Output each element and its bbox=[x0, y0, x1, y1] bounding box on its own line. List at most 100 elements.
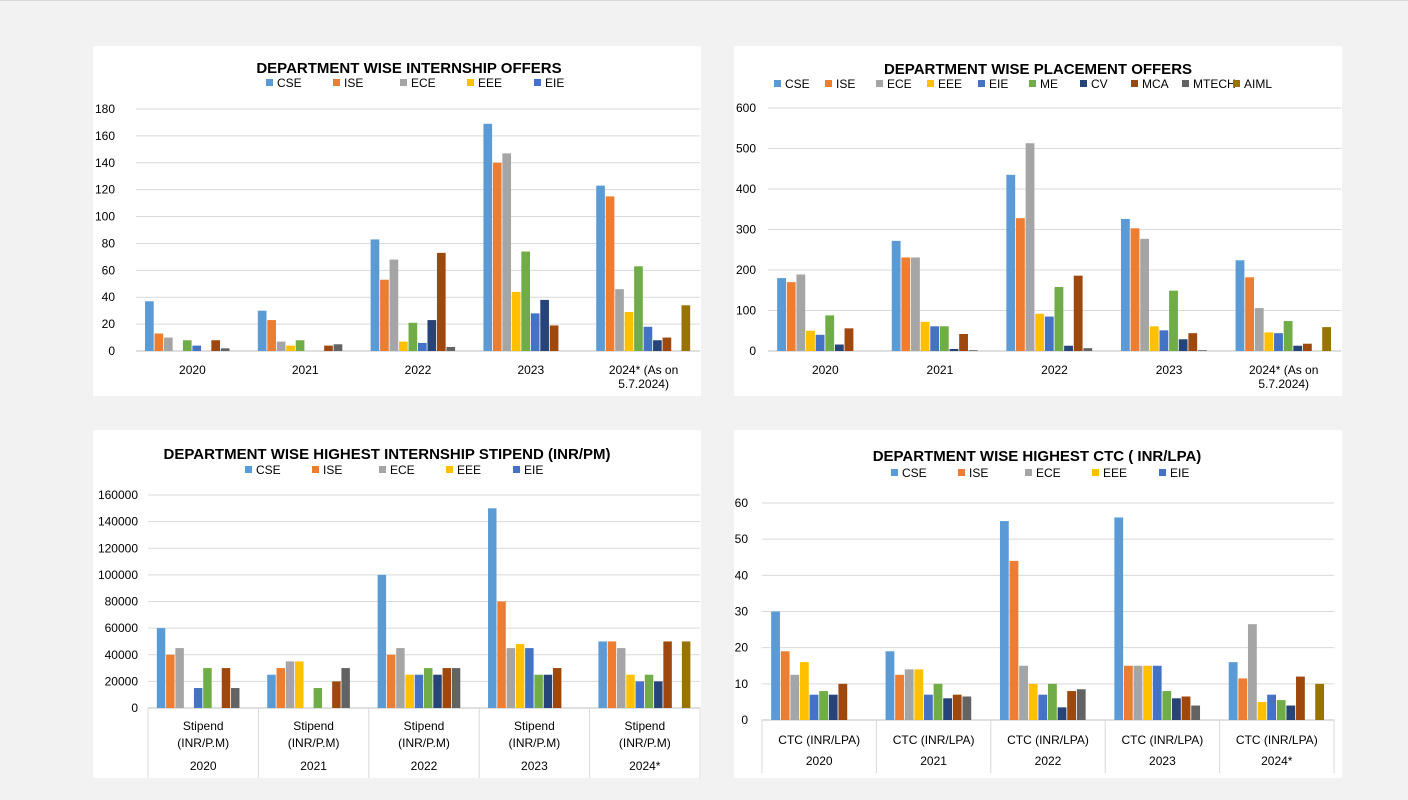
bar-eee bbox=[806, 330, 815, 351]
x-category-label: 2022 bbox=[1041, 363, 1068, 377]
x-metric-label: CTC (INR/LPA) bbox=[1236, 733, 1318, 747]
bar-cv bbox=[949, 348, 959, 351]
bar-me bbox=[825, 315, 835, 351]
x-year-label: 2023 bbox=[521, 759, 548, 773]
y-tick-label: 0 bbox=[131, 701, 138, 715]
bar-me bbox=[819, 691, 829, 720]
bar-eie bbox=[414, 674, 424, 708]
bar-ece bbox=[285, 661, 295, 708]
chart-title: DEPARTMENT WISE PLACEMENT OFFERS bbox=[884, 61, 1192, 78]
bar-ise bbox=[497, 601, 506, 708]
bar-mtech bbox=[968, 350, 978, 351]
legend-swatch bbox=[1025, 469, 1032, 476]
y-tick-label: 50 bbox=[735, 532, 749, 546]
bar-eee bbox=[295, 661, 304, 708]
legend-swatch bbox=[1029, 80, 1036, 87]
bar-cse bbox=[156, 628, 166, 708]
bar-mtech bbox=[1191, 705, 1201, 720]
x-category-label: 2023 bbox=[1156, 363, 1183, 377]
bar-eee bbox=[1264, 332, 1274, 351]
bar-cse bbox=[1114, 517, 1124, 720]
highest-ctc-chart: DEPARTMENT WISE HIGHEST CTC ( INR/LPA) C… bbox=[734, 430, 1342, 778]
bar-me bbox=[313, 688, 323, 708]
y-tick-label: 60000 bbox=[105, 621, 139, 635]
bar-me bbox=[521, 251, 530, 351]
y-tick-label: 140000 bbox=[98, 515, 138, 529]
legend-label: ISE bbox=[323, 463, 342, 477]
bar-eee bbox=[920, 321, 930, 351]
stipend-chart: DEPARTMENT WISE HIGHEST INTERNSHIP STIPE… bbox=[93, 430, 701, 778]
y-tick-label: 0 bbox=[749, 344, 756, 358]
bar-ise bbox=[780, 651, 790, 720]
bar-cse bbox=[488, 508, 497, 708]
y-tick-label: 10 bbox=[735, 677, 749, 691]
x-metric-label: CTC (INR/LPA) bbox=[1007, 733, 1089, 747]
bar-cse bbox=[598, 641, 607, 708]
legend-label: AIML bbox=[1244, 77, 1272, 91]
bar-ece bbox=[175, 648, 184, 708]
y-tick-label: 100 bbox=[95, 210, 115, 224]
bar-mca bbox=[436, 252, 446, 351]
legend-label: ISE bbox=[344, 76, 363, 90]
bar-cv bbox=[1293, 345, 1303, 351]
legend-swatch bbox=[245, 466, 252, 473]
x-year-label: 2021 bbox=[300, 759, 327, 773]
legend-label: ECE bbox=[390, 463, 415, 477]
bar-mca bbox=[959, 333, 968, 351]
legend-label: EEE bbox=[457, 463, 481, 477]
bar-cv bbox=[1057, 707, 1067, 720]
bar-mtech bbox=[1083, 348, 1093, 351]
bar-ise bbox=[386, 654, 396, 708]
legend-swatch bbox=[891, 469, 898, 476]
bar-ise bbox=[380, 279, 389, 351]
x-metric-label: Stipend bbox=[183, 719, 224, 733]
legend-label: ECE bbox=[411, 76, 436, 90]
legend-swatch bbox=[379, 466, 386, 473]
bar-eee bbox=[399, 341, 408, 351]
bar-ise bbox=[1123, 665, 1133, 720]
bar-ece bbox=[796, 274, 806, 351]
bar-mca bbox=[662, 337, 672, 351]
y-tick-label: 30 bbox=[735, 605, 749, 619]
legend-label: CSE bbox=[785, 77, 810, 91]
x-metric-label: (INR/P.M) bbox=[177, 736, 229, 750]
x-category-label: 2021 bbox=[292, 363, 319, 377]
bar-eie bbox=[1159, 330, 1169, 351]
y-tick-label: 200 bbox=[736, 263, 756, 277]
bar-ise bbox=[1009, 560, 1019, 720]
bar-ise bbox=[901, 257, 911, 351]
bar-me bbox=[408, 322, 418, 351]
bar-ece bbox=[389, 259, 399, 351]
bar-ise bbox=[1130, 228, 1140, 351]
bar-ece bbox=[1254, 308, 1264, 351]
bar-ise bbox=[1238, 678, 1248, 720]
bar-eee bbox=[511, 291, 521, 351]
legend-swatch bbox=[825, 80, 832, 87]
bar-me bbox=[1169, 290, 1178, 351]
bar-ece bbox=[276, 341, 286, 351]
bar-eee bbox=[1028, 683, 1038, 720]
bar-cv bbox=[427, 320, 437, 351]
x-metric-label: CTC (INR/LPA) bbox=[1122, 733, 1204, 747]
bar-eie bbox=[1152, 665, 1162, 720]
legend-label: ECE bbox=[1036, 466, 1061, 480]
bar-ise bbox=[895, 674, 904, 720]
legend-swatch bbox=[1159, 469, 1166, 476]
legend-swatch bbox=[400, 79, 407, 86]
bar-me bbox=[939, 326, 949, 351]
y-tick-label: 60 bbox=[735, 496, 749, 510]
legend-label: CSE bbox=[277, 76, 302, 90]
bar-cv bbox=[943, 698, 953, 720]
bar-mtech bbox=[451, 668, 461, 708]
legend-swatch bbox=[446, 466, 453, 473]
bar-ece bbox=[1025, 143, 1035, 351]
bar-ise bbox=[1015, 218, 1025, 351]
x-metric-label: (INR/P.M) bbox=[509, 736, 561, 750]
bar-eee bbox=[1035, 313, 1045, 351]
bar-cv bbox=[433, 674, 442, 708]
bar-mca bbox=[1188, 333, 1198, 351]
bar-me bbox=[933, 683, 943, 720]
bar-ise bbox=[276, 668, 285, 708]
bar-me bbox=[295, 340, 305, 351]
bar-cse bbox=[370, 239, 380, 351]
